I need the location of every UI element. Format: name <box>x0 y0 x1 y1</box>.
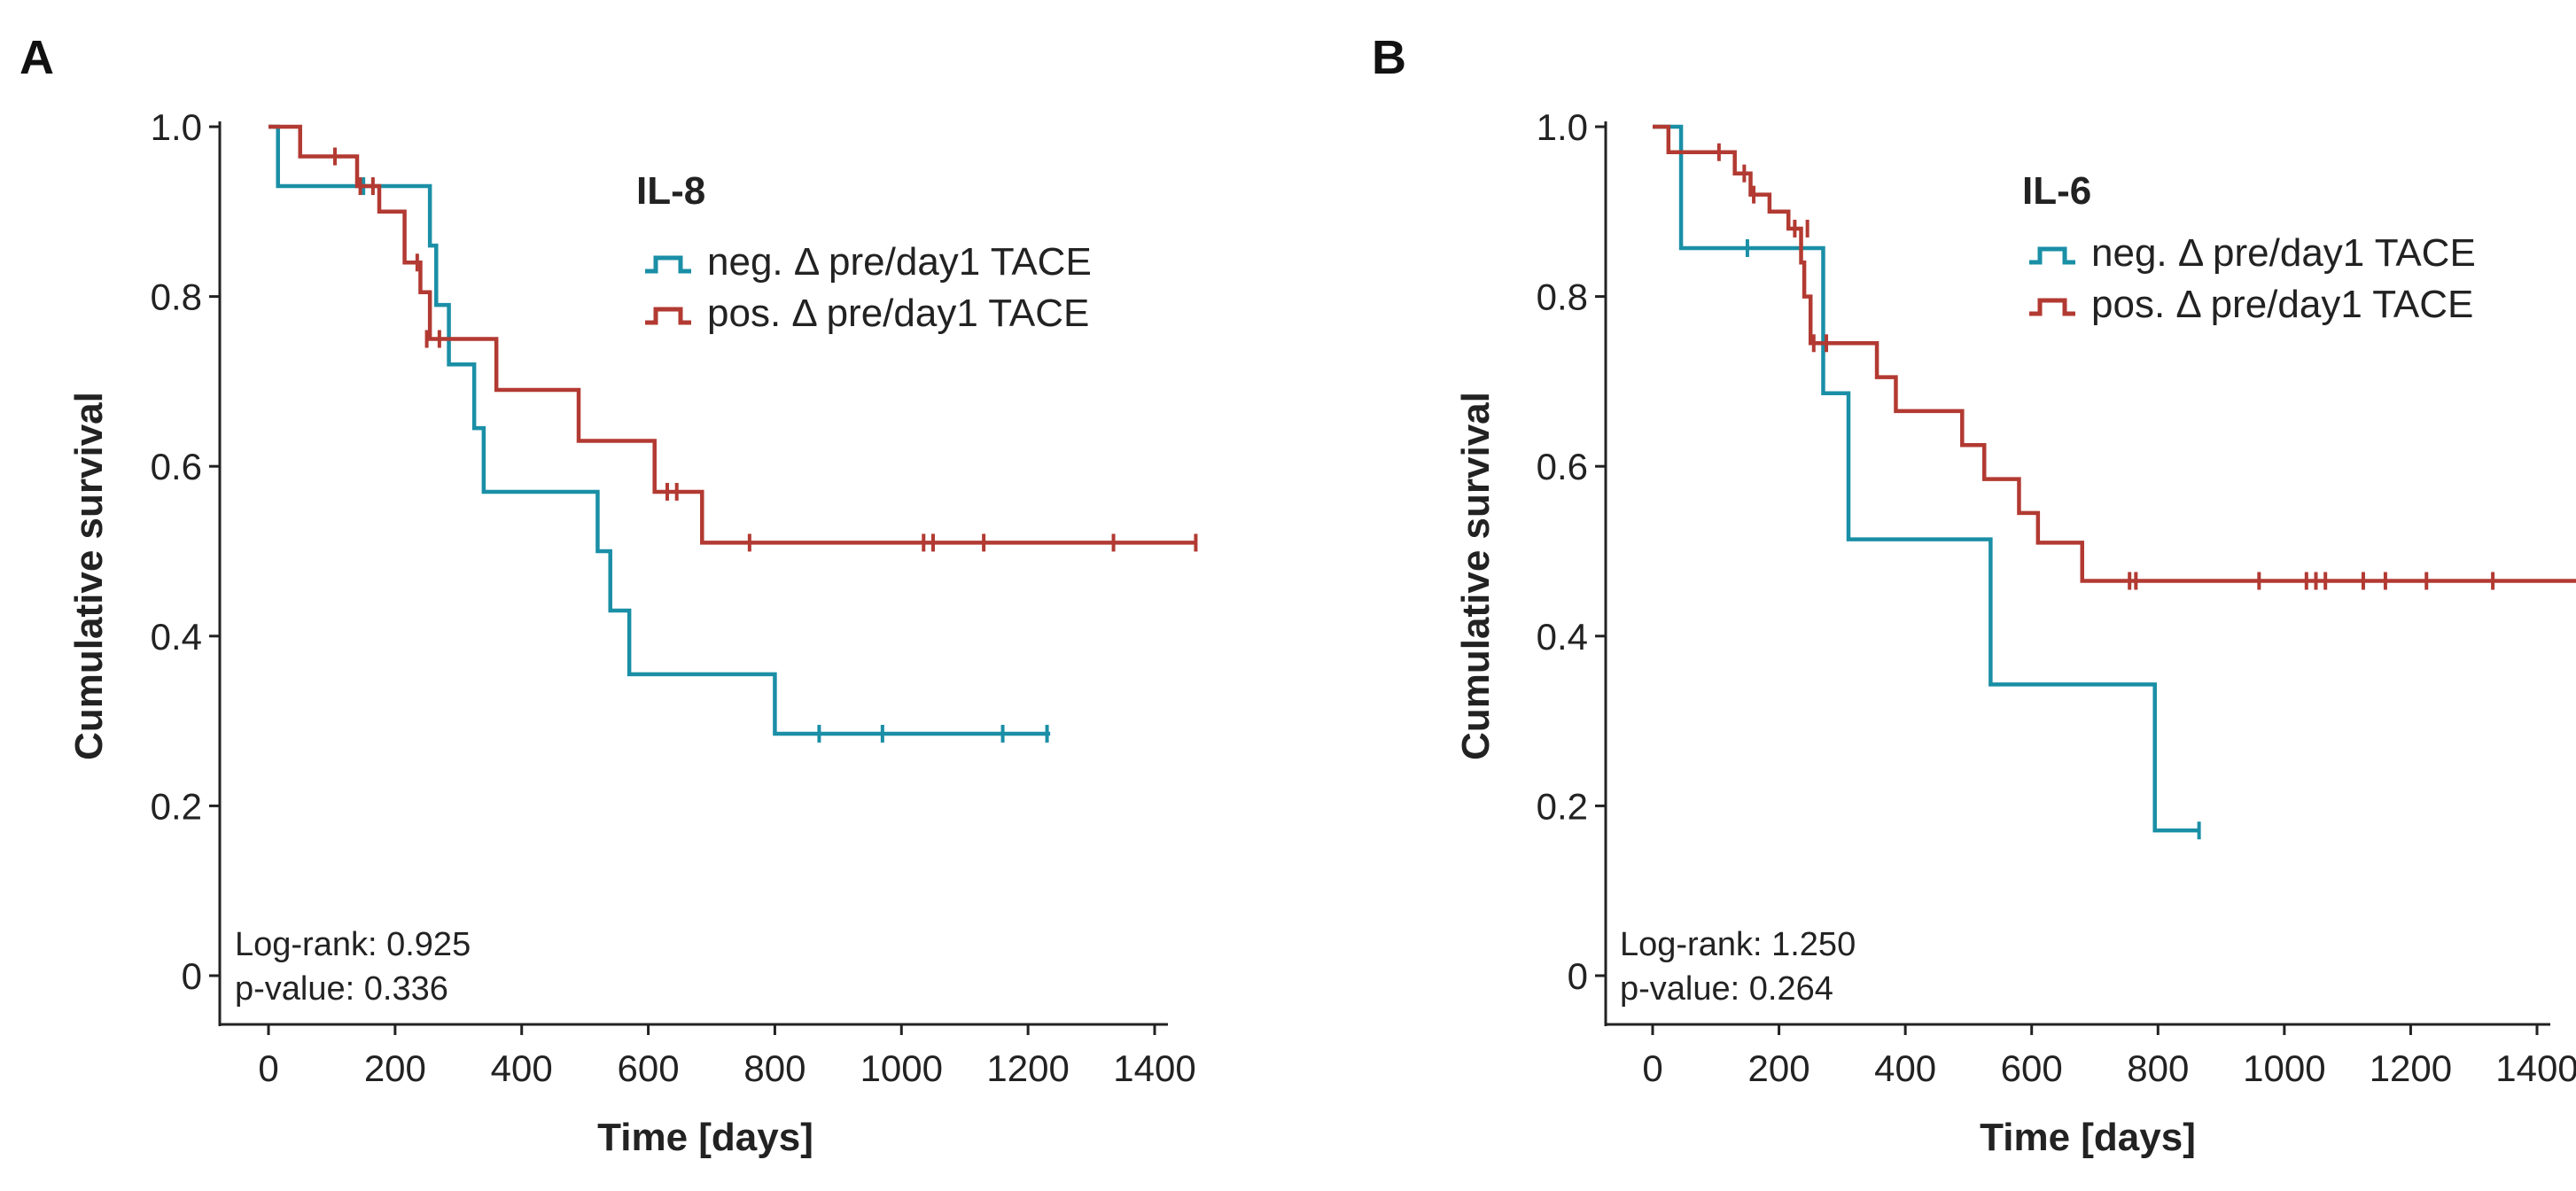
panel-b-pvalue-value: 0.264 <box>1749 970 1833 1008</box>
panel-a-curve-neg <box>268 124 1051 736</box>
panel-a-y-axis: 0 0.2 0.4 0.6 0.8 1.0 Cumulative surviva… <box>67 106 222 1026</box>
panel-b-y-tick-label: 0 <box>1568 955 1588 997</box>
panel-a-legend-title: IL-8 <box>636 169 705 213</box>
panel-a-logrank-text: Log-rank: 0.925 <box>235 926 471 963</box>
panel-b-x-tick-label: 1200 <box>2370 1047 2452 1089</box>
panel-b-logrank-label: Log-rank: <box>1620 926 1763 963</box>
panel-b-y-ticks <box>1595 125 1606 977</box>
panel-b-legend-label-neg: neg. Δ pre/day1 TACE <box>2091 231 2476 275</box>
panel-a-logrank-label: Log-rank: <box>235 926 377 963</box>
panel-b-x-tick-label: 400 <box>1874 1047 1936 1089</box>
panel-a-legend: IL-8 neg. Δ pre/day1 TACE pos. Δ pre/day… <box>636 169 1092 335</box>
panel-a-x-tick-label: 1400 <box>1113 1047 1195 1089</box>
panel-a: A 0 0.2 0.4 0.6 0.8 1.0 Cumulative survi… <box>19 31 1198 1159</box>
panel-a-legend-entry-neg: neg. Δ pre/day1 TACE <box>645 240 1092 284</box>
panel-b-x-tick-label: 600 <box>2001 1047 2063 1089</box>
panel-a-y-tick-labels: 0 0.2 0.4 0.6 0.8 1.0 <box>151 106 202 997</box>
panel-a-x-ticks <box>267 1024 1156 1035</box>
panel-a-pvalue-value: 0.336 <box>364 970 448 1008</box>
panel-b-y-tick-label: 0.8 <box>1537 276 1588 318</box>
panel-a-x-tick-label: 200 <box>364 1047 426 1089</box>
panel-a-x-axis: 0 200 400 600 800 1000 1200 1400 Time [d… <box>220 1023 1196 1159</box>
panel-b-x-tick-label: 1400 <box>2495 1047 2576 1089</box>
panel-b-legend-entry-pos: pos. Δ pre/day1 TACE <box>2029 283 2473 326</box>
panel-b-legend-entry-neg: neg. Δ pre/day1 TACE <box>2029 231 2476 275</box>
panel-b-curve-neg <box>1653 124 2199 833</box>
panel-b-logrank-value: 1.250 <box>1771 926 1856 963</box>
panel-a-pvalue-label: p-value: <box>235 970 354 1008</box>
panel-b: B 0 0.2 0.4 0.6 0.8 1.0 Cumulative survi… <box>1372 31 2576 1159</box>
panel-b-y-axis-title: Cumulative survival <box>1454 392 1498 760</box>
panel-a-legend-entry-pos: pos. Δ pre/day1 TACE <box>645 292 1089 335</box>
panel-b-x-tick-label: 200 <box>1748 1047 1810 1089</box>
panel-a-y-tick-label: 0.4 <box>151 616 202 658</box>
panel-b-pvalue-text: p-value: 0.264 <box>1620 970 1833 1008</box>
panel-b-x-tick-label: 0 <box>1642 1047 1662 1089</box>
panel-b-x-axis-title: Time [days] <box>1980 1116 2196 1159</box>
panel-a-plot-area <box>268 124 1198 743</box>
panel-b-x-tick-labels: 0 200 400 600 800 1000 1200 1400 <box>1642 1047 2576 1089</box>
panel-b-x-tick-label: 800 <box>2127 1047 2189 1089</box>
panel-a-y-tick-label: 0 <box>182 955 202 997</box>
panel-a-x-tick-label: 800 <box>743 1047 805 1089</box>
panel-a-x-tick-labels: 0 200 400 600 800 1000 1200 1400 <box>258 1047 1195 1089</box>
panel-a-x-tick-label: 0 <box>258 1047 278 1089</box>
panel-b-y-tick-label: 0.2 <box>1537 785 1588 827</box>
panel-a-curve-pos <box>268 124 1196 545</box>
panel-b-letter: B <box>1372 31 1406 84</box>
panel-a-y-tick-label: 1.0 <box>151 106 202 148</box>
panel-b-x-axis: 0 200 400 600 800 1000 1200 1400 Time [d… <box>1606 1023 2576 1159</box>
panel-b-legend-key-pos <box>2029 298 2075 316</box>
panel-b-logrank-text: Log-rank: 1.250 <box>1620 926 1856 963</box>
panel-b-y-axis: 0 0.2 0.4 0.6 0.8 1.0 Cumulative surviva… <box>1454 106 1607 1026</box>
panel-a-logrank-value: 0.925 <box>386 926 471 963</box>
panel-b-curve-pos <box>1653 124 2576 583</box>
panel-a-stats: Log-rank: 0.925 p-value: 0.336 <box>235 926 471 1008</box>
panel-a-pvalue-text: p-value: 0.336 <box>235 970 448 1008</box>
panel-a-y-axis-title: Cumulative survival <box>67 392 111 760</box>
panel-a-x-tick-label: 400 <box>491 1047 553 1089</box>
panel-a-x-tick-label: 1000 <box>860 1047 943 1089</box>
panel-b-pvalue-label: p-value: <box>1620 970 1739 1008</box>
panel-b-y-tick-label: 1.0 <box>1537 106 1588 148</box>
panel-a-x-tick-label: 1200 <box>986 1047 1069 1089</box>
panel-a-legend-key-neg <box>645 255 691 274</box>
panel-b-plot-area <box>1653 124 2576 840</box>
panel-b-y-tick-label: 0.4 <box>1537 616 1588 658</box>
panel-a-letter: A <box>19 31 54 84</box>
panel-b-x-ticks <box>1651 1024 2539 1035</box>
panel-a-y-tick-label: 0.8 <box>151 276 202 318</box>
panel-b-legend-title: IL-6 <box>2022 169 2091 213</box>
panel-b-y-tick-labels: 0 0.2 0.4 0.6 0.8 1.0 <box>1537 106 1588 997</box>
panel-a-y-tick-label: 0.2 <box>151 785 202 827</box>
panel-b-legend-label-pos: pos. Δ pre/day1 TACE <box>2091 283 2473 326</box>
panel-b-y-tick-label: 0.6 <box>1537 446 1588 487</box>
panel-a-legend-label-neg: neg. Δ pre/day1 TACE <box>707 240 1092 284</box>
panel-a-legend-label-pos: pos. Δ pre/day1 TACE <box>707 292 1089 335</box>
panel-a-legend-key-pos <box>645 307 691 325</box>
panel-a-x-axis-title: Time [days] <box>597 1116 813 1159</box>
panel-a-y-ticks <box>209 125 220 977</box>
panel-b-legend: IL-6 neg. Δ pre/day1 TACE pos. Δ pre/day… <box>2022 169 2476 326</box>
panel-b-stats: Log-rank: 1.250 p-value: 0.264 <box>1620 926 1856 1008</box>
panel-a-y-tick-label: 0.6 <box>151 446 202 487</box>
panel-b-x-tick-label: 1000 <box>2243 1047 2325 1089</box>
panel-a-x-tick-label: 600 <box>618 1047 680 1089</box>
panel-b-legend-key-neg <box>2029 246 2075 265</box>
